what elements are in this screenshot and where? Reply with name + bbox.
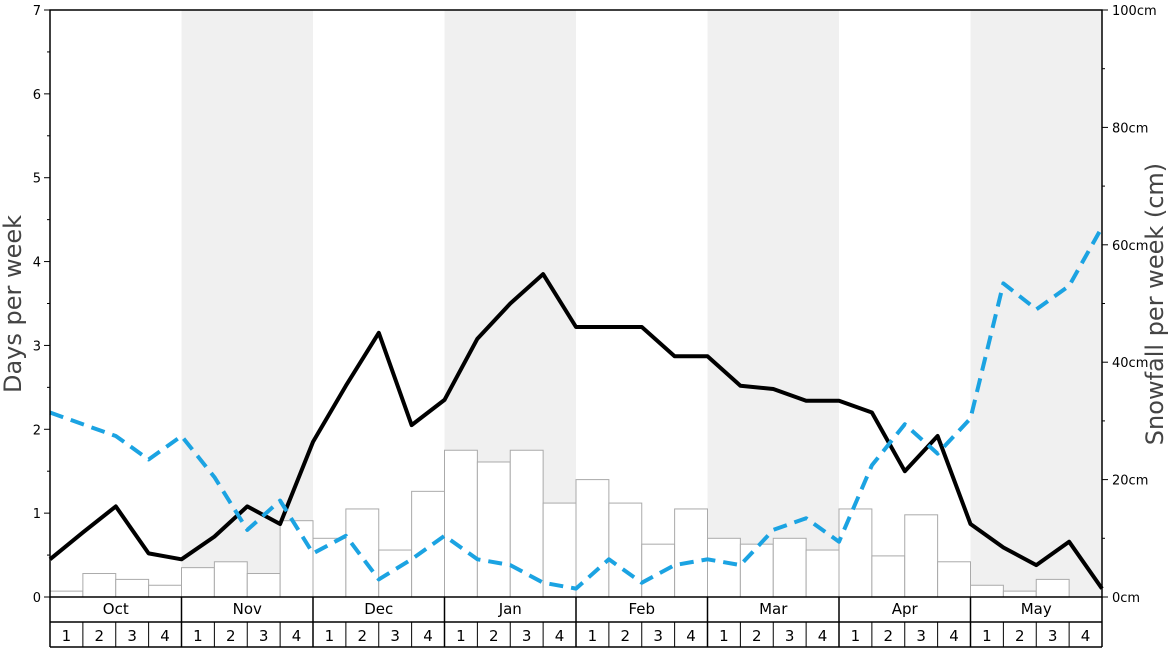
right-tick-label: 0cm <box>1112 591 1140 606</box>
right-tick-label: 80cm <box>1112 121 1148 136</box>
left-tick-label: 7 <box>33 4 41 19</box>
snowfall-bar <box>82 573 117 598</box>
snowfall-bar <box>575 479 610 598</box>
snowfall-bar <box>542 502 577 598</box>
week-label: 3 <box>785 627 795 645</box>
right-axis: 0cm 20cm 40cm 60cm 80cm 100cm <box>1102 4 1157 606</box>
snowfall-bar <box>115 578 150 598</box>
month-label-feb: Feb <box>628 600 655 618</box>
left-axis-title: Days per week <box>0 215 27 393</box>
month-label-jan: Jan <box>498 600 522 618</box>
snowfall-bar <box>49 590 84 598</box>
snowfall-bar <box>739 543 774 598</box>
week-label: 4 <box>949 627 959 645</box>
snowfall-bar <box>181 567 215 598</box>
week-label: 4 <box>818 627 828 645</box>
month-label-nov: Nov <box>233 600 262 618</box>
week-label: 1 <box>193 627 203 645</box>
week-label: 1 <box>982 627 992 645</box>
week-label: 4 <box>160 627 170 645</box>
snowfall-bar <box>444 449 478 598</box>
snowfall-bar <box>838 508 873 598</box>
week-label: 2 <box>884 627 894 645</box>
snowfall-bar <box>937 561 971 598</box>
snowfall-bar <box>509 449 544 598</box>
month-label-may: May <box>1021 600 1052 618</box>
week-label: 4 <box>1081 627 1091 645</box>
snowfall-bar <box>345 508 380 598</box>
week-label: 3 <box>259 627 269 645</box>
week-label: 3 <box>1048 627 1058 645</box>
snowfall-bar <box>476 461 511 598</box>
week-label: 1 <box>62 627 72 645</box>
week-label: 1 <box>325 627 335 645</box>
week-label: 2 <box>95 627 105 645</box>
left-tick-label: 1 <box>33 507 41 522</box>
week-label: 3 <box>390 627 400 645</box>
week-label: 4 <box>292 627 302 645</box>
week-label: 2 <box>752 627 762 645</box>
snowfall-bar <box>148 584 182 598</box>
snowfall-bar <box>970 584 1004 598</box>
left-tick-label: 4 <box>33 256 41 271</box>
left-tick-label: 5 <box>33 172 41 187</box>
left-tick-label: 6 <box>33 88 41 103</box>
week-label: 2 <box>489 627 499 645</box>
snowfall-bar <box>1002 590 1037 598</box>
snowfall-bar <box>772 537 807 598</box>
week-label: 3 <box>916 627 926 645</box>
snowfall-bar <box>641 543 676 598</box>
month-label-oct: Oct <box>103 600 129 618</box>
left-axis: 0 1 2 3 4 5 6 7 <box>33 4 50 606</box>
snowfall-bar <box>279 520 314 598</box>
month-label-apr: Apr <box>892 600 919 618</box>
right-tick-label: 40cm <box>1112 356 1148 371</box>
snowfall-bar <box>871 555 906 598</box>
week-label: 2 <box>1015 627 1025 645</box>
left-tick-label: 2 <box>33 423 41 438</box>
month-axis: Oct 1 2 3 4 Nov 1 2 3 4 Dec 1 2 3 4 Jan 1 2 3 4 Feb 1 2 3 4 Mar 1 2… <box>49 597 1103 648</box>
right-tick-label: 20cm <box>1112 474 1148 489</box>
week-label: 1 <box>588 627 598 645</box>
day-lines <box>48 226 1104 591</box>
week-label: 3 <box>522 627 532 645</box>
snowfall-bar <box>378 549 413 598</box>
week-label: 2 <box>358 627 368 645</box>
snowfall-bar <box>674 508 708 598</box>
snowfall-bar <box>411 490 445 598</box>
right-tick-label: 100cm <box>1112 4 1157 19</box>
week-label: 4 <box>686 627 696 645</box>
snowfall-bar <box>904 514 939 598</box>
solid-days-line <box>48 272 1104 590</box>
week-label: 4 <box>423 627 433 645</box>
right-tick-label: 60cm <box>1112 239 1148 254</box>
week-label: 4 <box>555 627 565 645</box>
week-label: 3 <box>653 627 663 645</box>
snowfall-bar <box>213 561 248 598</box>
band-mar <box>707 10 839 597</box>
week-label: 1 <box>456 627 466 645</box>
month-label-mar: Mar <box>759 600 788 618</box>
left-tick-label: 3 <box>33 339 41 354</box>
snowfall-bar <box>707 537 741 598</box>
week-label: 3 <box>127 627 137 645</box>
right-axis-title: Snowfall per week (cm) <box>1141 163 1168 445</box>
left-tick-label: 0 <box>33 591 41 606</box>
week-label: 1 <box>851 627 861 645</box>
snowfall-bar <box>805 549 840 598</box>
month-label-dec: Dec <box>364 600 393 618</box>
snowfall-bar <box>312 537 347 598</box>
band-may <box>970 10 1102 597</box>
week-label: 2 <box>621 627 631 645</box>
week-label: 2 <box>226 627 236 645</box>
snowfall-bar <box>246 573 281 598</box>
dashed-days-line <box>49 226 1104 591</box>
snowfall-bar <box>1035 578 1070 598</box>
week-label: 1 <box>719 627 729 645</box>
snowfall-bars <box>49 449 1070 598</box>
snowfall-bar <box>608 502 643 598</box>
